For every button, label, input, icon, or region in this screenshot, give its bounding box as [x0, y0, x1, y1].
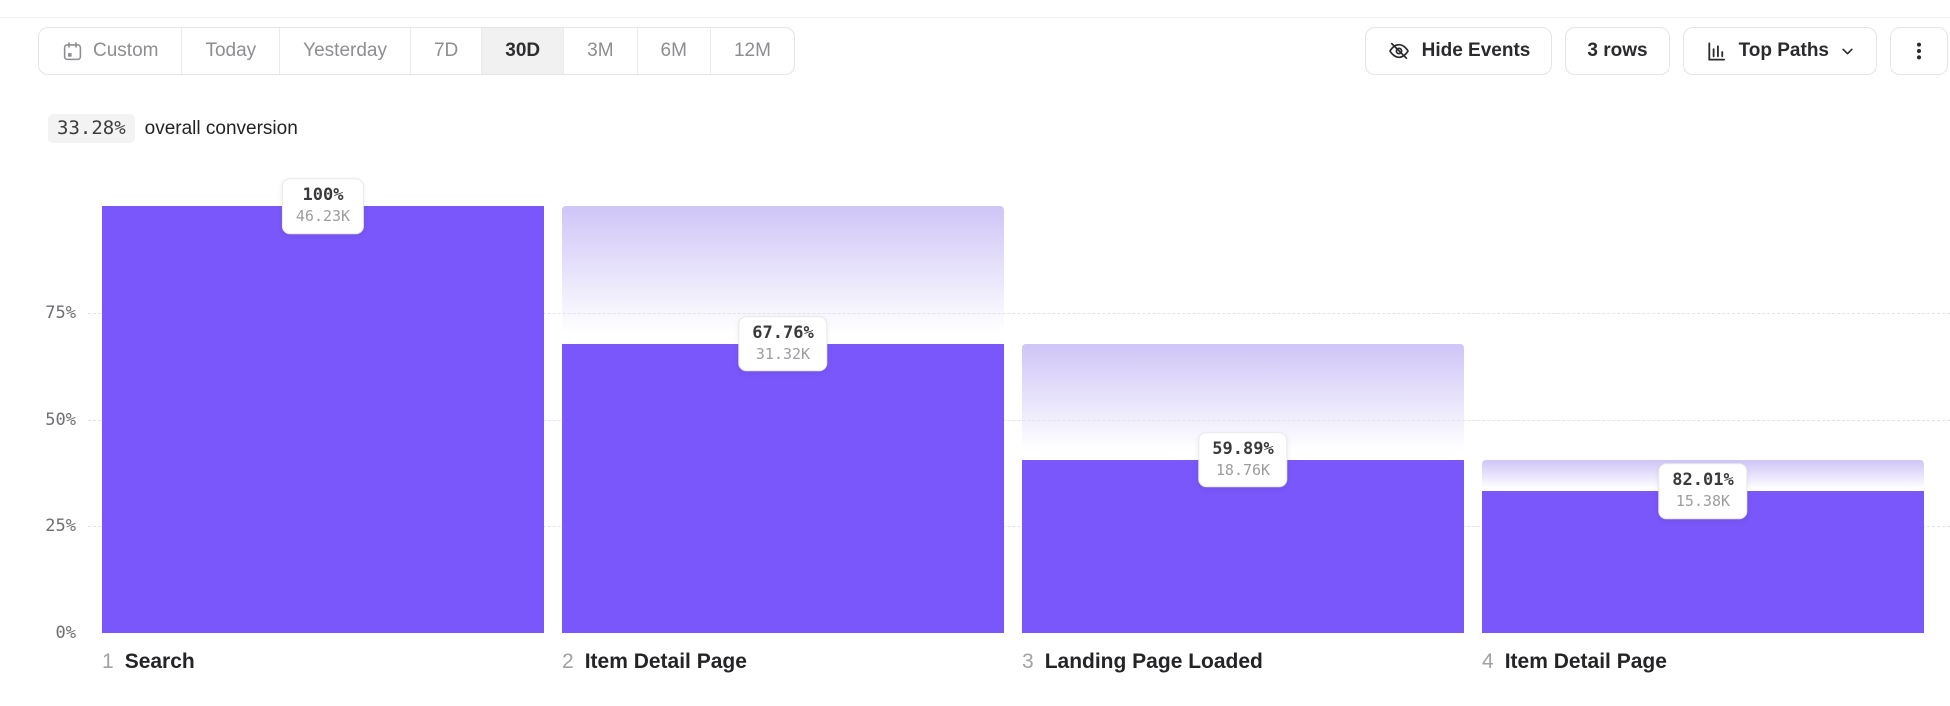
date-range-today[interactable]: Today [181, 28, 279, 74]
top-divider [0, 17, 1950, 18]
step-number: 1 [102, 650, 114, 673]
conversion-badge-2: 67.76% 31.32K [738, 315, 828, 372]
date-range-label: 30D [505, 40, 541, 61]
step-label-1: 1 Search [102, 650, 195, 674]
y-axis-tick: 50% [45, 409, 76, 430]
funnel-chart: 0% 25% 50% 75% 100% 46.23K 67.76% 31.32K 59.89% 1… [0, 178, 1950, 643]
funnel-bar-2[interactable] [562, 343, 1004, 633]
step-label-3: 3 Landing Page Loaded [1022, 650, 1263, 674]
y-axis-tick: 75% [45, 302, 76, 323]
gridline-50 [88, 419, 1950, 421]
badge-count: 46.23K [295, 207, 351, 226]
date-range-label: 12M [733, 40, 771, 61]
badge-count: 15.38K [1675, 492, 1731, 511]
date-range-label: Custom [93, 40, 159, 61]
date-range-6m[interactable]: 6M [636, 28, 710, 74]
funnel-bar-1[interactable] [102, 206, 544, 633]
step-name: Search [124, 650, 195, 673]
conversion-badge-3: 59.89% 18.76K [1198, 431, 1288, 488]
gridline-25 [88, 526, 1950, 528]
rows-button[interactable]: 3 rows [1565, 27, 1670, 75]
date-range-control: Custom Today Yesterday 7D 30D 3M 6M 12M [38, 27, 795, 75]
more-options-button[interactable] [1890, 27, 1948, 75]
step-number: 2 [562, 650, 574, 673]
date-range-label: 6M [660, 40, 687, 61]
step-label-4: 4 Item Detail Page [1482, 650, 1667, 674]
date-range-label: Yesterday [303, 40, 387, 61]
bar-chart-icon [1705, 40, 1728, 63]
date-range-label: Today [205, 40, 257, 61]
kebab-menu-icon [1908, 40, 1930, 62]
badge-count: 31.32K [755, 344, 811, 363]
gridline-75 [88, 312, 1950, 314]
badge-percentage: 82.01% [1672, 470, 1734, 491]
step-label-2: 2 Item Detail Page [562, 650, 747, 674]
chevron-down-icon [1840, 44, 1855, 59]
step-labels: 1 Search 2 Item Detail Page 3 Landing Page Lo… [0, 650, 1950, 684]
y-axis-tick: 0% [55, 623, 76, 643]
y-axis-tick: 25% [45, 516, 76, 537]
conversion-summary: 33.28% overall conversion [48, 114, 298, 143]
conversion-badge-1: 100% 46.23K [281, 178, 365, 234]
step-name: Landing Page Loaded [1044, 650, 1263, 673]
conversion-chip: 33.28% [48, 114, 135, 143]
step-number: 4 [1482, 650, 1494, 673]
date-range-12m[interactable]: 12M [709, 28, 794, 74]
date-range-3m[interactable]: 3M [563, 28, 636, 74]
date-range-custom[interactable]: Custom [39, 28, 181, 74]
date-range-label: 3M [587, 40, 614, 61]
badge-count: 18.76K [1215, 461, 1271, 480]
toolbar-right: Hide Events 3 rows Top Paths [1364, 27, 1948, 75]
eye-off-icon [1387, 39, 1411, 63]
hide-events-button[interactable]: Hide Events [1364, 27, 1553, 75]
date-range-label: 7D [433, 40, 459, 61]
view-mode-button[interactable]: Top Paths [1682, 27, 1877, 75]
conversion-badge-4: 82.01% 15.38K [1658, 463, 1748, 519]
step-number: 3 [1022, 650, 1034, 673]
date-range-30d[interactable]: 30D [481, 28, 564, 74]
calendar-icon [62, 41, 83, 62]
rows-label: 3 rows [1587, 40, 1648, 61]
conversion-text: overall conversion [144, 117, 298, 139]
hide-events-label: Hide Events [1421, 40, 1531, 61]
date-range-yesterday[interactable]: Yesterday [279, 28, 410, 74]
view-mode-label: Top Paths [1738, 40, 1829, 61]
badge-percentage: 67.76% [752, 322, 814, 343]
step-name: Item Detail Page [584, 650, 747, 673]
badge-percentage: 59.89% [1212, 438, 1274, 459]
step-name: Item Detail Page [1504, 650, 1667, 673]
date-range-7d[interactable]: 7D [409, 28, 481, 74]
badge-percentage: 100% [302, 185, 344, 206]
funnel-bar-3[interactable] [1022, 459, 1464, 633]
